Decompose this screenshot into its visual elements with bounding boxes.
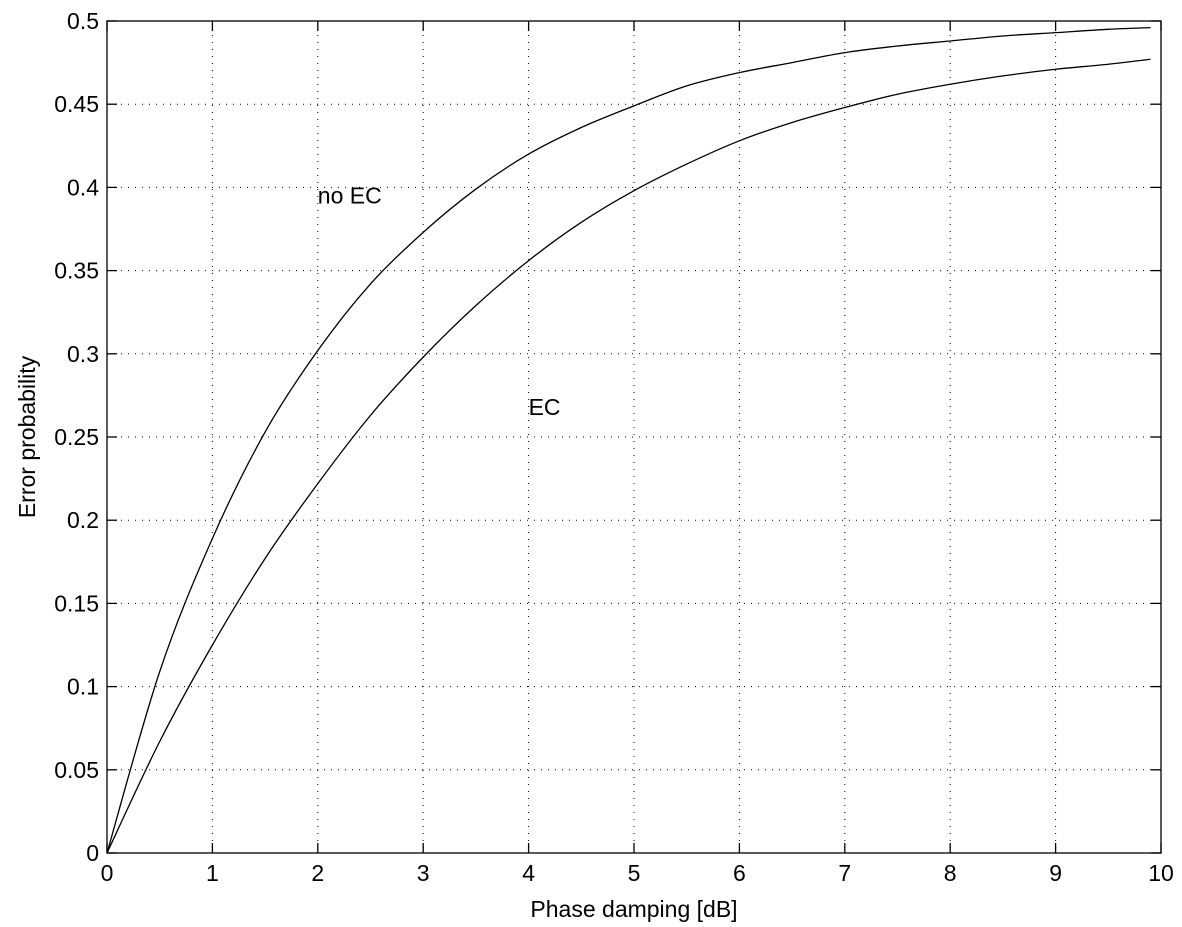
- y-tick-label: 0.4: [67, 174, 99, 200]
- x-tick-label: 3: [417, 860, 430, 886]
- x-axis-label: Phase damping [dB]: [530, 896, 737, 922]
- y-tick-label: 0.2: [67, 507, 99, 533]
- y-tick-label: 0.05: [54, 757, 99, 783]
- axis-ticks: [106, 20, 1162, 854]
- x-tick-label: 0: [101, 860, 114, 886]
- y-tick-label: 0.15: [54, 590, 99, 616]
- x-tick-label: 9: [1049, 860, 1062, 886]
- y-axis-label: Error probability: [14, 355, 40, 518]
- x-tick-label: 10: [1148, 860, 1174, 886]
- x-tick-label: 8: [944, 860, 957, 886]
- y-axis-tick-labels: 0 0.05 0.1 0.15 0.2 0.25 0.3 0.35 0.4 0.45 0.5: [54, 8, 99, 866]
- x-tick-label: 1: [206, 860, 219, 886]
- y-tick-label: 0: [86, 840, 99, 866]
- x-tick-label: 2: [311, 860, 324, 886]
- series-layer: [106, 27, 1151, 854]
- x-axis-tick-labels: 0 1 2 3 4 5 6 7 8 9 10: [101, 860, 1174, 886]
- annotation-ec: EC: [529, 394, 561, 420]
- y-tick-label: 0.25: [54, 424, 99, 450]
- y-tick-label: 0.5: [67, 8, 99, 34]
- x-tick-label: 5: [628, 860, 641, 886]
- y-tick-label: 0.35: [54, 258, 99, 284]
- y-tick-label: 0.1: [67, 674, 99, 700]
- x-tick-label: 6: [733, 860, 746, 886]
- annotations: no EC EC: [318, 183, 561, 420]
- y-tick-label: 0.45: [54, 91, 99, 117]
- annotation-no-ec: no EC: [318, 183, 382, 209]
- x-tick-label: 4: [522, 860, 535, 886]
- grid-lines: [107, 21, 1161, 853]
- x-tick-label: 7: [838, 860, 851, 886]
- series-line-1: [106, 27, 1151, 854]
- y-tick-label: 0.3: [67, 341, 99, 367]
- series-line-2: [106, 58, 1151, 854]
